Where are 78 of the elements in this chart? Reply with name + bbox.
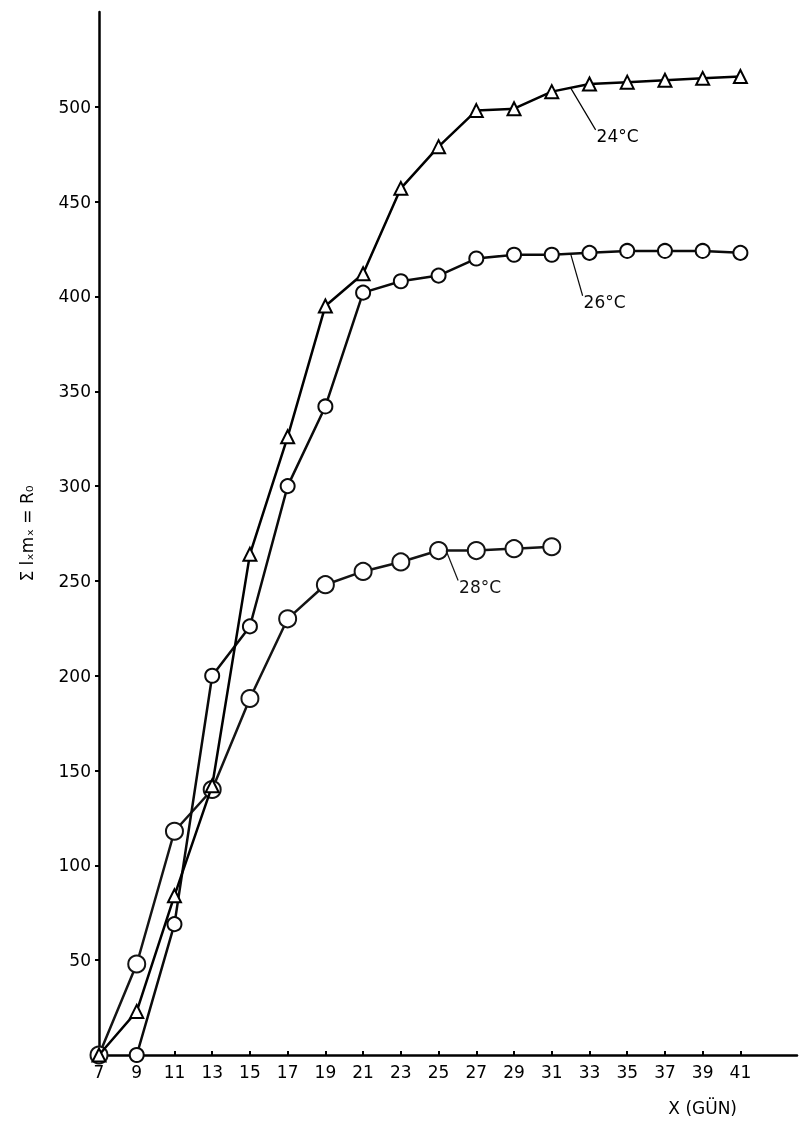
point	[504, 539, 524, 559]
point	[468, 103, 484, 119]
point	[431, 139, 447, 155]
series-label: 26°C	[583, 291, 626, 312]
y-tick-label: 400	[58, 286, 91, 307]
legend-label: 28°C	[459, 576, 502, 597]
y-tick-label: 500	[58, 96, 91, 117]
y-tick-label: 50	[69, 950, 91, 971]
point	[732, 68, 748, 84]
point	[278, 609, 298, 629]
x-tick-label: 15	[239, 1061, 261, 1082]
point	[353, 561, 373, 581]
point	[204, 778, 220, 794]
point	[656, 242, 673, 259]
point	[430, 267, 447, 284]
x-tick-label: 21	[352, 1061, 374, 1082]
x-tick-label: 17	[276, 1061, 299, 1082]
x-tick-label: 39	[691, 1061, 714, 1082]
point	[166, 916, 183, 933]
x-tick-label: 35	[616, 1061, 639, 1082]
point	[204, 667, 221, 684]
point	[355, 266, 371, 282]
point	[695, 70, 711, 86]
point	[619, 242, 636, 259]
point	[355, 284, 372, 301]
point	[619, 74, 635, 90]
point	[542, 537, 562, 557]
y-tick-label: 250	[58, 570, 91, 591]
point	[657, 72, 673, 88]
point	[506, 101, 522, 117]
y-tick-label: 100	[58, 855, 91, 876]
x-tick-label: 23	[390, 1061, 412, 1082]
y-tick-label: 300	[58, 476, 91, 497]
x-tick-label: 7	[93, 1061, 105, 1082]
y-tick-label: 350	[58, 381, 91, 402]
point	[280, 429, 296, 445]
x-tick-label: 9	[131, 1061, 143, 1082]
y-tick-label: 450	[58, 191, 91, 212]
y-tick-label: 200	[58, 665, 91, 686]
x-tick-label: 13	[201, 1061, 224, 1082]
x-tick-label: 19	[314, 1061, 337, 1082]
point	[317, 398, 334, 415]
point	[128, 1047, 145, 1063]
point	[468, 250, 485, 267]
point	[164, 821, 184, 841]
point	[391, 552, 411, 572]
point	[315, 575, 335, 595]
point	[166, 888, 182, 904]
point	[242, 546, 258, 562]
point	[129, 1003, 145, 1019]
x-tick-label: 29	[503, 1061, 525, 1082]
x-tick-label: 25	[427, 1061, 450, 1082]
x-axis-title: X (GÜN)	[668, 1096, 737, 1118]
point	[393, 180, 409, 196]
point	[240, 688, 260, 708]
x-tick-label: 27	[465, 1061, 488, 1082]
point	[241, 618, 258, 635]
point	[581, 244, 598, 261]
point	[392, 273, 409, 290]
point	[694, 242, 711, 259]
x-tick-label: 11	[163, 1061, 186, 1082]
y-axis-title: Σ lₓmₓ = R₀	[16, 485, 37, 582]
x-tick-label: 41	[729, 1061, 752, 1082]
x-tick-label: 31	[540, 1061, 563, 1082]
point	[429, 541, 449, 561]
x-tick-label: 33	[578, 1061, 601, 1082]
point	[544, 84, 560, 100]
point	[581, 76, 597, 92]
y-tick-label: 150	[58, 760, 91, 781]
x-tick-label: 37	[654, 1061, 676, 1082]
point	[279, 478, 296, 495]
point	[543, 246, 560, 263]
text: 24°C	[596, 125, 639, 146]
point	[127, 954, 147, 974]
point	[466, 541, 486, 561]
point	[732, 244, 749, 261]
point	[317, 298, 333, 314]
point	[506, 246, 523, 263]
